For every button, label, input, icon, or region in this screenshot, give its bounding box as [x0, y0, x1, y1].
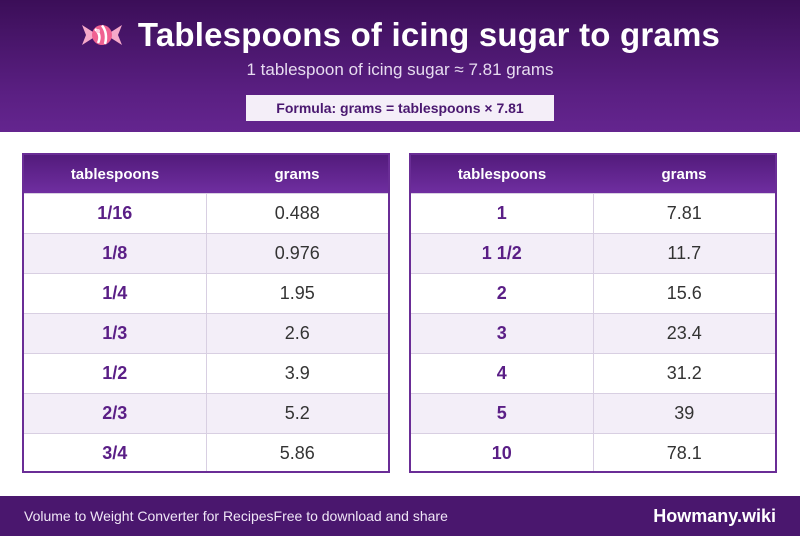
tablespoons-cell: 1 [411, 194, 594, 233]
footer-share-note: Free to download and share [273, 508, 448, 524]
grams-cell: 15.6 [666, 283, 702, 303]
table-row: 2/3 5.2 [24, 393, 388, 433]
grams-cell: 31.2 [666, 363, 702, 383]
page-title: Tablespoons of icing sugar to grams [137, 16, 721, 53]
grams-cell: 3.9 [284, 363, 310, 383]
column-header-grams: grams [274, 165, 320, 183]
footer-tagline: Volume to Weight Converter for Recipes [24, 508, 274, 524]
footer-text: Volume to Weight Converter for Recipes Fr… [24, 496, 448, 536]
table-row: 5 39 [411, 393, 775, 433]
grams-cell: 39 [674, 403, 695, 423]
tablespoons-cell: 3 [411, 314, 594, 353]
conversion-table-left: tablespoons grams 1/16 0.488 1/8 0.976 1… [22, 153, 390, 473]
page-subtitle: 1 tablespoon of icing sugar ≈ 7.81 grams [246, 60, 554, 79]
grams-cell: 2.6 [284, 323, 310, 343]
title-row: Tablespoons of icing sugar to grams [0, 14, 800, 56]
tablespoons-cell: 1/16 [24, 194, 207, 233]
tablespoons-cell: 5 [411, 394, 594, 433]
table-row: 1/8 0.976 [24, 233, 388, 273]
candy-icon [81, 24, 122, 45]
footer-bar: Volume to Weight Converter for Recipes Fr… [0, 496, 800, 536]
table-row: 1/4 1.95 [24, 273, 388, 313]
grams-cell: 1.95 [279, 283, 315, 303]
table-header: tablespoons grams [24, 155, 388, 193]
tablespoons-cell: 10 [411, 434, 594, 471]
table-header: tablespoons grams [411, 155, 775, 193]
table-row: 2 15.6 [411, 273, 775, 313]
column-header-tablespoons: tablespoons [457, 165, 547, 183]
table-row: 1 7.81 [411, 193, 775, 233]
table-row: 1/3 2.6 [24, 313, 388, 353]
tablespoons-cell: 1/8 [24, 234, 207, 273]
table-row: 3 23.4 [411, 313, 775, 353]
column-header-grams: grams [661, 165, 707, 183]
table-row: 1/2 3.9 [24, 353, 388, 393]
brand-logo-text[interactable]: Howmany.wiki [653, 505, 776, 526]
grams-cell: 78.1 [666, 443, 702, 463]
table-row: 4 31.2 [411, 353, 775, 393]
tablespoons-cell: 4 [411, 354, 594, 393]
tablespoons-cell: 2 [411, 274, 594, 313]
column-header-tablespoons: tablespoons [70, 165, 160, 183]
table-row: 1 1/2 11.7 [411, 233, 775, 273]
grams-cell: 7.81 [666, 203, 702, 223]
grams-cell: 5.86 [279, 443, 315, 463]
formula-box: Formula: grams = tablespoons × 7.81 [246, 95, 554, 121]
grams-cell: 0.488 [274, 203, 320, 223]
tablespoons-cell: 1 1/2 [411, 234, 594, 273]
grams-cell: 23.4 [666, 323, 702, 343]
table-row: 10 78.1 [411, 433, 775, 471]
grams-cell: 11.7 [667, 243, 702, 263]
tablespoons-cell: 1/4 [24, 274, 207, 313]
tablespoons-cell: 2/3 [24, 394, 207, 433]
table-row: 1/16 0.488 [24, 193, 388, 233]
tablespoons-cell: 1/3 [24, 314, 207, 353]
tablespoons-cell: 1/2 [24, 354, 207, 393]
tablespoons-cell: 3/4 [24, 434, 207, 471]
grams-cell: 0.976 [274, 243, 320, 263]
header-banner: Tablespoons of icing sugar to grams 1 ta… [0, 0, 800, 132]
grams-cell: 5.2 [284, 403, 310, 423]
table-row: 3/4 5.86 [24, 433, 388, 471]
conversion-table-right: tablespoons grams 1 7.81 1 1/2 11.7 2 15… [409, 153, 777, 473]
